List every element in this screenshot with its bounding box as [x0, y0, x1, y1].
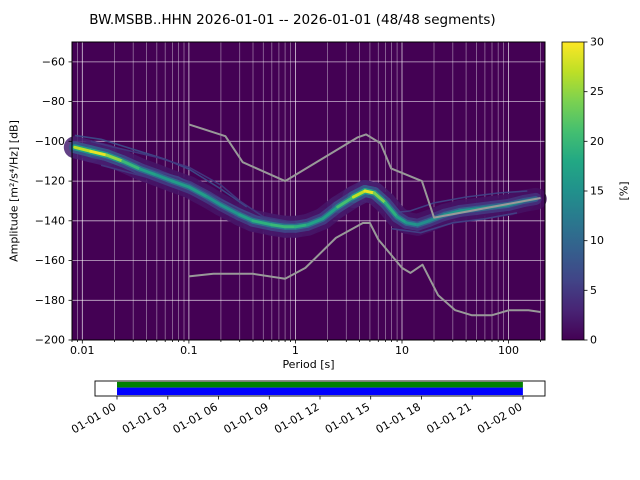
svg-text:5: 5: [590, 284, 597, 297]
axes-frame: [71, 41, 546, 341]
coverage-used-bar: [117, 381, 523, 388]
svg-text:10: 10: [590, 234, 604, 247]
noise-model-lines: [188, 123, 541, 317]
svg-text:−180: −180: [35, 294, 65, 307]
svg-text:10: 10: [395, 344, 409, 357]
svg-text:01-01 09: 01-01 09: [221, 400, 270, 436]
svg-text:01-01 06: 01-01 06: [171, 400, 220, 436]
svg-text:01-01 12: 01-01 12: [272, 400, 321, 436]
svg-text:01-01 18: 01-01 18: [374, 400, 423, 436]
svg-text:20: 20: [590, 135, 604, 148]
svg-text:0.1: 0.1: [180, 344, 198, 357]
svg-text:30: 30: [590, 36, 604, 49]
svg-text:1: 1: [292, 344, 299, 357]
svg-text:−200: −200: [35, 334, 65, 347]
svg-text:−140: −140: [35, 214, 65, 227]
coverage-data-bar: [117, 387, 523, 396]
svg-text:01-01 21: 01-01 21: [424, 400, 473, 436]
svg-text:−120: −120: [35, 175, 65, 188]
svg-text:−100: −100: [35, 135, 65, 148]
svg-text:−80: −80: [42, 95, 65, 108]
svg-text:−60: −60: [42, 55, 65, 68]
svg-text:01-02 00: 01-02 00: [475, 400, 524, 436]
svg-text:01-01 15: 01-01 15: [323, 400, 372, 436]
svg-text:0: 0: [590, 334, 597, 347]
timeline: 01-01 00 01-01 03 01-01 06 01-01 09 01-01 12…: [69, 380, 546, 436]
grid-lines: [71, 42, 545, 340]
figure-title: BW.MSBB..HHN 2026-01-01 -- 2026-01-01 (4…: [89, 12, 496, 28]
svg-text:25: 25: [590, 85, 604, 98]
y-axis-label: Amplitude [m²/s⁴/Hz] [dB]: [7, 120, 21, 262]
colorbar-label: [%]: [617, 181, 631, 201]
svg-text:−160: −160: [35, 254, 65, 267]
svg-text:15: 15: [590, 185, 604, 198]
y-axis-ticks: −200 −180 −160 −140 −120 −100 −80 −60: [35, 55, 72, 347]
colorbar: 0 5 10 15 20 25 30: [561, 36, 604, 347]
svg-text:01-01 00: 01-01 00: [69, 400, 118, 436]
plot-background: [72, 42, 545, 340]
x-axis-ticks: 0.01 0.1 1 10 100: [70, 340, 541, 357]
svg-text:01-01 03: 01-01 03: [120, 400, 169, 436]
svg-text:0.01: 0.01: [70, 344, 95, 357]
x-axis-label: Period [s]: [282, 358, 335, 371]
svg-text:100: 100: [498, 344, 519, 357]
